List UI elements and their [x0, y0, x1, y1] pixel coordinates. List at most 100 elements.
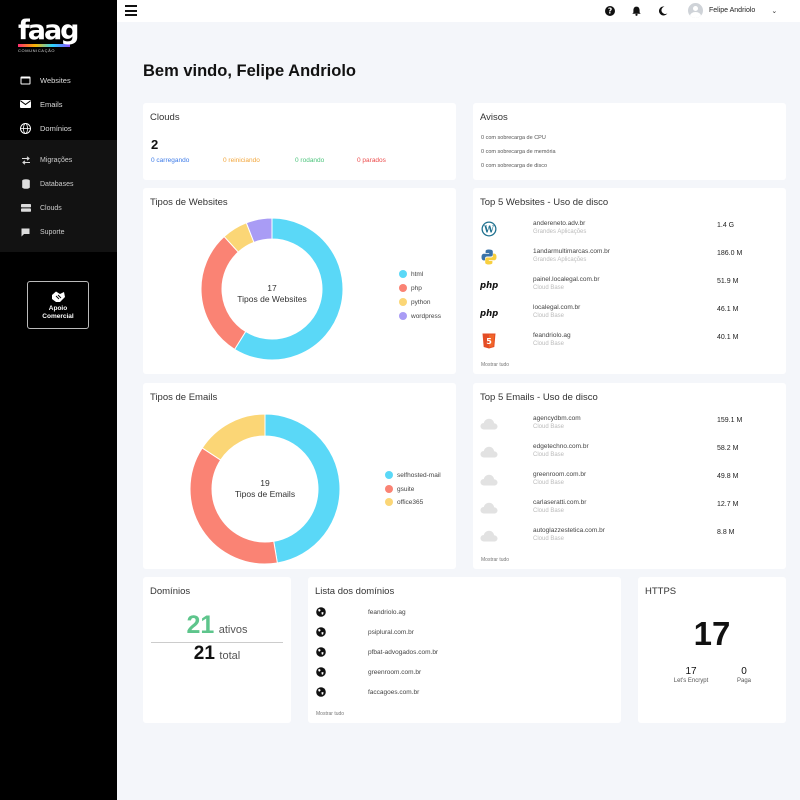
mostrar-tudo-emails-link[interactable]: Mostrar tudo — [481, 557, 510, 563]
email-size: 49.8 M — [717, 473, 739, 480]
mostrar-tudo-dominios-link[interactable]: Mostrar tudo — [316, 711, 345, 717]
legend-selfhosted-mail[interactable]: selfhosted-mail — [385, 471, 441, 479]
top5-websites-title: Top 5 Websites - Uso de disco — [480, 197, 609, 208]
help-icon[interactable]: ? — [604, 5, 615, 16]
logo-text: faag — [18, 15, 80, 46]
sidebar-item-migracoes[interactable]: Migrações — [0, 148, 117, 172]
svg-text:php: php — [480, 309, 498, 318]
list-item[interactable]: greenroom.com.br Cloud Base 49.8 M — [480, 469, 770, 495]
top5-websites-card: Top 5 Websites - Uso de disco W anderene… — [473, 188, 786, 374]
list-item[interactable]: W andereneto.adv.br Grandes Aplicações 1… — [480, 218, 770, 244]
site-plan: Cloud Base — [533, 313, 565, 319]
list-item[interactable]: pfbat-advogados.com.br — [316, 645, 438, 659]
donut-slice-gsuite[interactable] — [189, 447, 278, 565]
sidebar-item-label: Suporte — [40, 228, 65, 236]
https-card: HTTPS 17 17 Let's Encrypt 0 Paga — [638, 577, 786, 723]
sidebar-item-label: Databases — [40, 180, 74, 188]
dominios-ativos-count: 21 — [186, 611, 215, 639]
php-icon: php — [480, 276, 498, 294]
https-total: 17 — [693, 615, 731, 652]
aviso-disco: 0 com sobrecarga de disco — [481, 163, 548, 169]
list-item[interactable]: agencydbm.com Cloud Base 159.1 M — [480, 413, 770, 439]
sidebar-item-suporte[interactable]: Suporte — [0, 220, 117, 244]
python-icon — [480, 248, 498, 266]
sidebar-item-clouds[interactable]: Clouds — [0, 196, 117, 220]
list-item[interactable]: greenroom.com.br — [316, 665, 421, 679]
list-item[interactable]: feandriolo.ag — [316, 605, 406, 619]
legend-dot — [385, 498, 393, 506]
menu-toggle-icon[interactable] — [125, 5, 137, 16]
donut-slice-html[interactable] — [233, 218, 344, 360]
list-item[interactable]: autoglazzestetica.com.br Cloud Base 8.8 … — [480, 525, 770, 551]
donut-center-emails: 19 Tipos de Emails — [215, 478, 315, 500]
email-size: 159.1 M — [717, 417, 743, 424]
domain-name: pfbat-advogados.com.br — [368, 648, 439, 656]
sidebar: faag COMUNICAÇÃO Websites Emails Domínio… — [0, 0, 117, 800]
donut-slice-wordpress[interactable] — [245, 218, 273, 244]
clouds-title: Clouds — [150, 112, 180, 123]
legend-php[interactable]: php — [399, 284, 422, 292]
svg-text:W: W — [483, 226, 495, 236]
legend-office365[interactable]: office365 — [385, 498, 423, 506]
globe-icon — [316, 607, 326, 617]
legend-dot — [399, 270, 407, 278]
legend-label: html — [411, 270, 424, 278]
list-item[interactable]: 5 feandriolo.ag Cloud Base 40.1 M — [480, 330, 770, 356]
domain-name: feandriolo.ag — [368, 608, 406, 616]
dominios-title: Domínios — [150, 586, 191, 597]
legend-wordpress[interactable]: wordpress — [399, 312, 441, 320]
aviso-memoria: 0 com sobrecarga de memória — [481, 149, 556, 155]
user-menu[interactable]: Felipe Andriolo ⌄ — [688, 3, 777, 18]
paga-label: Paga — [736, 678, 751, 684]
list-item[interactable]: carlaseratti.com.br Cloud Base 12.7 M — [480, 497, 770, 523]
donut-slice-office365[interactable] — [201, 413, 266, 461]
lista-dominios-title: Lista dos domínios — [315, 586, 395, 597]
email-plan: Cloud Base — [533, 536, 565, 542]
apoio-line1: Apoio — [48, 305, 68, 312]
list-item[interactable]: php painel.localegal.com.br Cloud Base 5… — [480, 274, 770, 300]
tipos-emails-card: Tipos de Emails 19 Tipos de Emails selfh… — [143, 383, 456, 569]
dominios-card: Domínios 21 ativos 21 total — [143, 577, 291, 723]
email-plan: Cloud Base — [533, 508, 565, 514]
legend-gsuite[interactable]: gsuite — [385, 485, 414, 493]
donut-center-websites: 17 Tipos de Websites — [222, 283, 322, 305]
list-item[interactable]: php localegal.com.br Cloud Base 46.1 M — [480, 302, 770, 328]
divider — [151, 642, 283, 643]
list-item[interactable]: 1andarmultimarcas.com.br Grandes Aplicaç… — [480, 246, 770, 272]
domain-name: faccagoes.com.br — [368, 688, 420, 696]
list-item[interactable]: edgetechno.com.br Cloud Base 58.2 M — [480, 441, 770, 467]
legend-html[interactable]: html — [399, 270, 423, 278]
php-icon: php — [480, 304, 498, 322]
faag-logo[interactable]: faag COMUNICAÇÃO — [18, 15, 80, 53]
avatar — [688, 3, 703, 18]
sidebar-item-emails[interactable]: Emails — [0, 92, 117, 116]
site-name: localegal.com.br — [533, 304, 581, 311]
avisos-title: Avisos — [480, 112, 508, 123]
globe-icon — [316, 687, 326, 697]
moon-icon[interactable] — [657, 5, 668, 16]
sidebar-item-databases[interactable]: Databases — [0, 172, 117, 196]
emails-donut-chart — [189, 413, 341, 565]
browser-icon — [20, 75, 31, 86]
site-name: 1andarmultimarcas.com.br — [533, 248, 610, 255]
handshake-icon — [50, 290, 66, 304]
bell-icon[interactable] — [631, 5, 642, 16]
site-plan: Grandes Aplicações — [533, 229, 587, 235]
list-item[interactable]: psiplural.com.br — [316, 625, 414, 639]
top5-emails-title: Top 5 Emails - Uso de disco — [480, 392, 598, 403]
emails-total: 19 — [260, 478, 270, 488]
legend-python[interactable]: python — [399, 298, 431, 306]
email-plan: Cloud Base — [533, 480, 565, 486]
site-name: feandriolo.ag — [533, 332, 571, 339]
sidebar-item-websites[interactable]: Websites — [0, 68, 117, 92]
sidebar-item-dominios[interactable]: Domínios — [0, 116, 117, 140]
email-size: 8.8 M — [717, 529, 735, 536]
lista-dominios-card: Lista dos domínios feandriolo.ag psiplur… — [308, 577, 621, 723]
mostrar-tudo-websites-link[interactable]: Mostrar tudo — [481, 362, 510, 368]
list-item[interactable]: faccagoes.com.br — [316, 685, 419, 699]
clouds-count: 2 — [151, 137, 159, 152]
https-paga: 0 Paga — [730, 666, 758, 684]
legend-dot — [385, 485, 393, 493]
legend-label: gsuite — [397, 485, 415, 493]
apoio-comercial-button[interactable]: Apoio Comercial — [27, 281, 89, 329]
